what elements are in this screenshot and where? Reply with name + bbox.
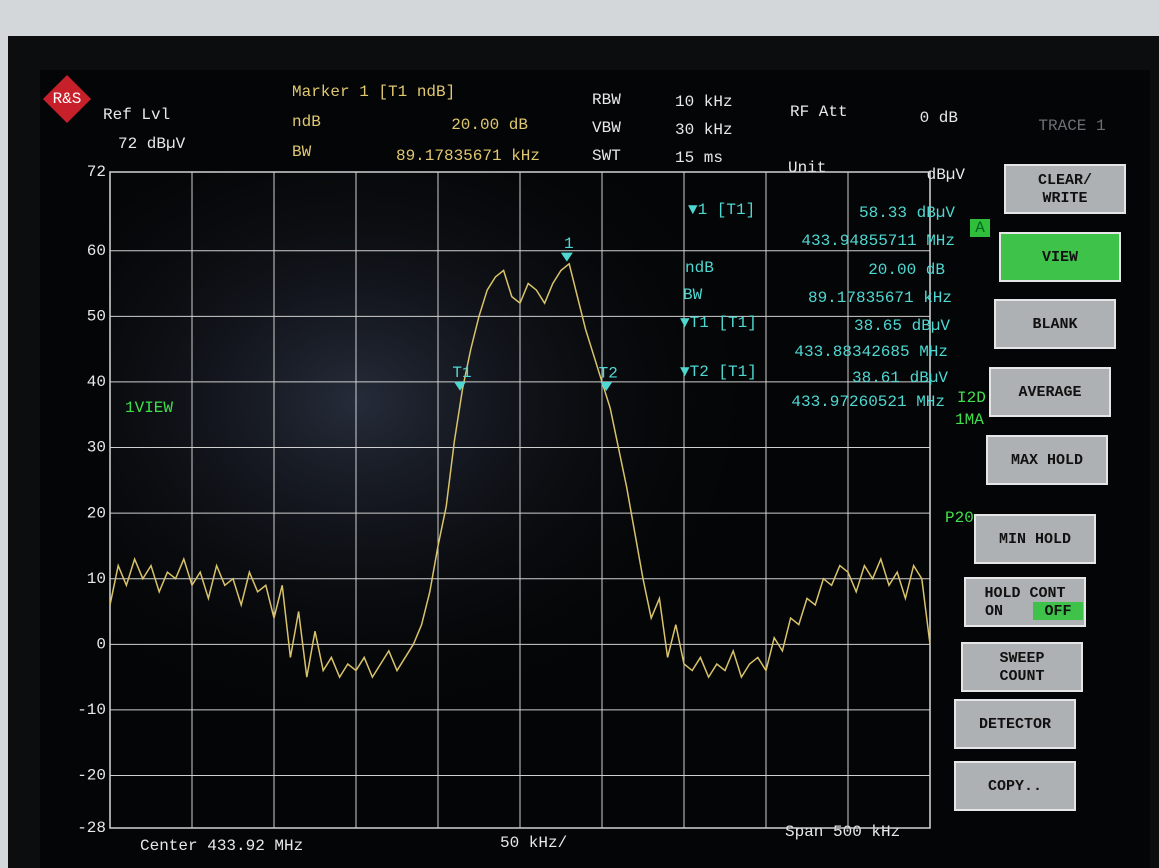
i2d-label: I2D (957, 389, 986, 407)
marker-symbol (560, 252, 573, 262)
marker-info: 89.17835671 kHz (808, 289, 952, 307)
option-highlight (1033, 602, 1083, 620)
vbw: 30 kHz (675, 121, 733, 139)
plot: 72 60 50 40 30 20 10 0 -10 -20 -28 1 T1 T2 ▼1 [T1] 58.3… (77, 163, 955, 837)
y-tick-label: -10 (77, 701, 106, 719)
rf-att: 0 dB (920, 109, 958, 127)
logo: R&S (42, 74, 92, 124)
softkey-option: ON (985, 603, 1003, 620)
softkey-label: MAX HOLD (1011, 452, 1083, 469)
unit-label: Unit (788, 159, 826, 177)
marker-label: T2 (599, 364, 618, 382)
softkey-label: MIN HOLD (999, 531, 1071, 548)
marker-info: 20.00 dB (868, 261, 945, 279)
rf-att-label: RF Att (790, 103, 848, 121)
softkey-label: COUNT (999, 668, 1044, 685)
marker-info: 433.88342685 MHz (794, 343, 948, 361)
softkey-label: DETECTOR (979, 716, 1051, 733)
y-tick-label: 20 (87, 504, 106, 522)
softkey-label: SWEEP (999, 650, 1044, 667)
trace-mode: 1VIEW (125, 399, 173, 417)
marker-info: 433.94855711 MHz (801, 232, 955, 250)
softkey-label: HOLD CONT (984, 585, 1065, 602)
softkeys: CLEAR/WRITE VIEW BLANK AVERAGE MAX HOLD MIN H… (954, 164, 1126, 811)
marker-info: 38.65 dBµV (854, 317, 950, 335)
swt-label: SWT (592, 147, 621, 165)
y-tick-label: 72 (87, 163, 106, 181)
a-box (970, 219, 990, 237)
marker-title: Marker 1 [T1 ndB] (292, 83, 455, 101)
softkey[interactable] (961, 642, 1083, 692)
rbw-label: RBW (592, 91, 621, 109)
softkey[interactable] (954, 699, 1076, 749)
marker-info: 38.61 dBµV (852, 369, 948, 387)
softkey-label: CLEAR/ (1038, 172, 1092, 189)
marker-info: ▼1 [T1] (688, 201, 755, 219)
softkey-option: OFF (1044, 603, 1071, 620)
ref-lvl: 72 dBµV (118, 135, 186, 153)
p20-label: P20 (945, 509, 974, 527)
softkey[interactable] (999, 232, 1121, 282)
y-tick-label: 50 (87, 308, 106, 326)
y-tick-label: -20 (77, 767, 106, 785)
ref-lvl-label: Ref Lvl (103, 106, 170, 124)
softkey[interactable] (994, 299, 1116, 349)
marker-info: ndB (685, 259, 714, 277)
marker-label: 1 (564, 235, 574, 253)
softkey-label: WRITE (1042, 190, 1087, 207)
center-freq: Center 433.92 MHz (140, 837, 303, 855)
softkey[interactable] (986, 435, 1108, 485)
y-tick-label: 0 (96, 636, 106, 654)
swt: 15 ms (675, 149, 723, 167)
ndb: 20.00 dB (451, 116, 528, 134)
trace-label: TRACE 1 (1038, 117, 1105, 135)
marker-info: ▼T2 [T1] (680, 363, 757, 381)
marker-info: BW (683, 286, 703, 304)
trace (109, 262, 931, 679)
softkey[interactable] (1004, 164, 1126, 214)
softkey-label: BLANK (1032, 316, 1077, 333)
y-tick-label: 40 (87, 373, 106, 391)
ndb-label: ndB (292, 113, 321, 131)
div-freq: 50 kHz/ (500, 834, 567, 852)
marker-info: 58.33 dBµV (859, 204, 955, 222)
span-freq: Span 500 kHz (785, 823, 900, 841)
marker-info: 433.97260521 MHz (791, 393, 945, 411)
marker-symbol (600, 382, 613, 392)
bw-label: BW (292, 143, 312, 161)
softkey-label: VIEW (1042, 249, 1078, 266)
y-tick-label: 60 (87, 242, 106, 260)
softkey-label: COPY.. (988, 778, 1042, 795)
marker-label: T1 (452, 364, 471, 382)
softkey[interactable] (954, 761, 1076, 811)
softkey[interactable] (989, 367, 1111, 417)
softkey-label: AVERAGE (1018, 384, 1081, 401)
vbw-label: VBW (592, 119, 621, 137)
svg-text:R&S: R&S (53, 90, 82, 108)
rbw: 10 kHz (675, 93, 733, 111)
marker-symbol (454, 381, 467, 391)
y-tick-label: 10 (87, 570, 106, 588)
softkey[interactable] (974, 514, 1096, 564)
a-label: A (975, 219, 985, 237)
y-tick-label: 30 (87, 439, 106, 457)
marker-info: ▼T1 [T1] (680, 314, 757, 332)
bw: 89.17835671 kHz (396, 147, 540, 165)
y-tick-label: -28 (77, 819, 106, 837)
ma-label: 1MA (955, 411, 984, 429)
unit: dBµV (927, 166, 966, 184)
